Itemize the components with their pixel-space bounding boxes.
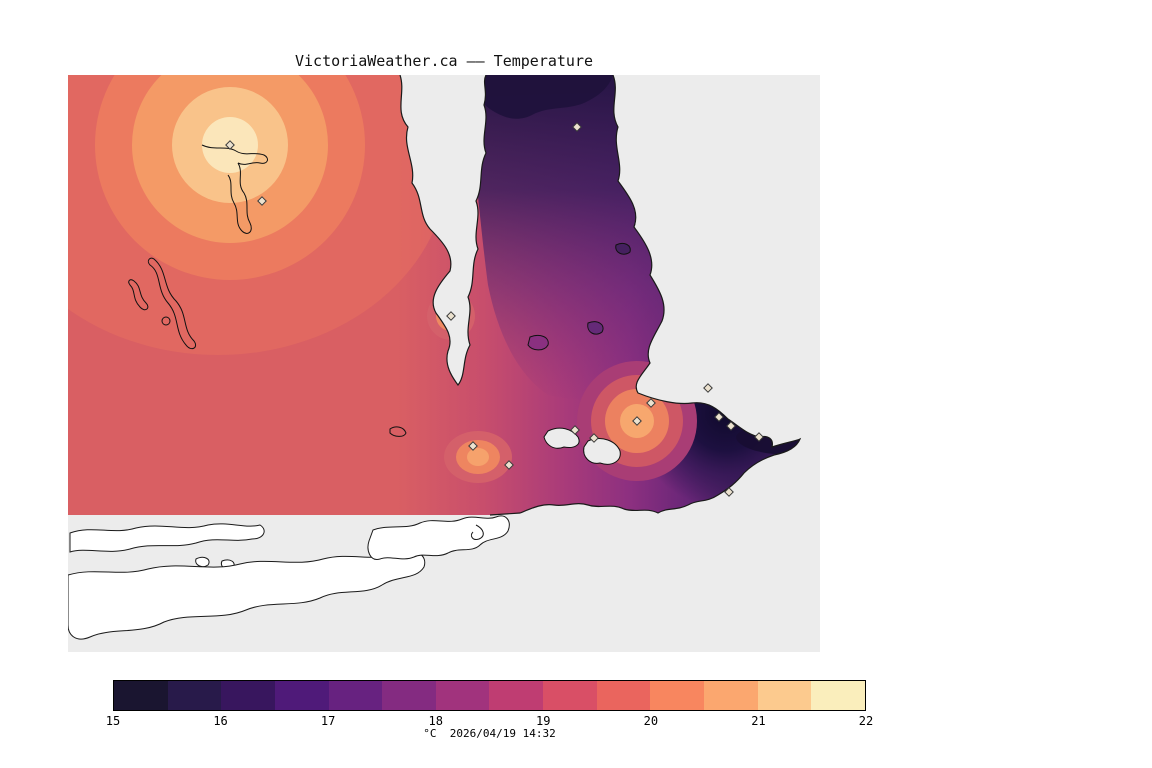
land-islet <box>195 556 210 568</box>
colorbar-segment <box>167 681 222 710</box>
page-title: VictoriaWeather.ca —— Temperature <box>294 52 593 70</box>
harbours <box>543 427 621 465</box>
station-marker <box>724 487 734 497</box>
colorbar-segment <box>435 681 490 710</box>
colorbar-segment <box>114 681 168 710</box>
tick-label: 17 <box>320 714 336 728</box>
colorbar-segment <box>757 681 812 710</box>
colorbar-segment <box>596 681 651 710</box>
station-marker <box>646 398 656 408</box>
station-marker <box>570 425 580 435</box>
colorbar-segment <box>704 681 758 710</box>
tick-label: 18 <box>428 714 443 728</box>
colorbar-segment <box>328 681 383 710</box>
station-marker <box>589 433 599 443</box>
map-canvas <box>67 74 820 652</box>
colorbar-caption: °C 2026/04/19 14:32 <box>113 727 866 740</box>
land-main <box>67 550 426 640</box>
station-marker <box>257 196 267 206</box>
station-marker <box>632 416 642 426</box>
warm-spot-coast <box>444 431 512 483</box>
station-marker <box>572 122 582 132</box>
station-marker <box>225 140 235 150</box>
colorbar-segment <box>650 681 705 710</box>
land-hook <box>367 515 510 560</box>
colorbar-segment <box>274 681 329 710</box>
colorbar-ticks: 15 16 17 18 19 20 21 22 <box>106 714 873 728</box>
tick-label: 21 <box>751 714 766 728</box>
outside-landmasses <box>67 515 510 640</box>
timestamp-label: 2026/04/19 14:32 <box>449 727 556 740</box>
colorbar-segments <box>113 680 866 711</box>
colorbar-segment <box>543 681 597 710</box>
tick-label: 20 <box>643 714 659 728</box>
station-marker <box>714 412 724 422</box>
tick-label: 16 <box>213 714 228 728</box>
tick-label: 22 <box>858 714 874 728</box>
colorbar-segment <box>489 681 544 710</box>
station-marker <box>703 383 713 393</box>
station-markers <box>225 122 764 497</box>
station-marker <box>754 432 764 442</box>
station-marker <box>726 421 736 431</box>
offshore-islands <box>527 242 631 351</box>
land-strip <box>69 523 265 553</box>
tick-label: 15 <box>105 714 121 728</box>
station-marker <box>468 441 478 451</box>
colorbar-segment <box>221 681 275 710</box>
units-label: °C <box>423 727 437 740</box>
temperature-map <box>67 74 820 652</box>
colorbar-segment <box>382 681 436 710</box>
tick-label: 19 <box>536 714 551 728</box>
station-marker <box>504 460 514 470</box>
coastlines <box>399 74 802 516</box>
colorbar-segment <box>811 681 865 710</box>
land-hook-notch <box>470 524 484 540</box>
station-marker <box>446 311 456 321</box>
lakes-and-inlets <box>128 144 407 437</box>
